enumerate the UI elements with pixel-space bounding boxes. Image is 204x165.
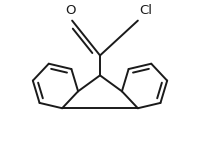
Text: Cl: Cl xyxy=(139,4,152,17)
Text: O: O xyxy=(65,4,75,17)
